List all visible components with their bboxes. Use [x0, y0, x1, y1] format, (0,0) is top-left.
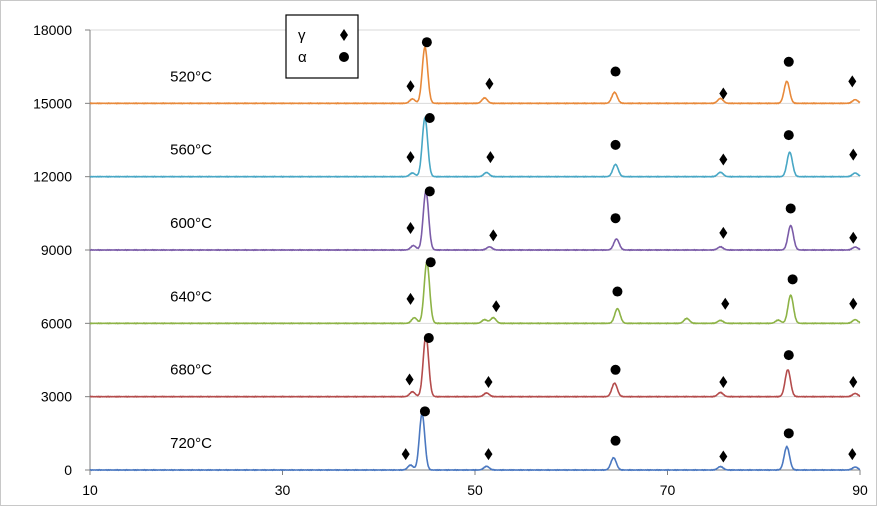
legend-box — [285, 14, 359, 79]
alpha-marker — [610, 364, 621, 375]
series-line — [89, 412, 861, 472]
gamma-marker — [719, 376, 728, 388]
x-tick-label: 50 — [467, 482, 483, 498]
x-tick-label: 90 — [852, 482, 868, 498]
series-lines — [89, 45, 861, 472]
series-name-label: 560°C — [170, 142, 212, 159]
alpha-marker — [610, 435, 621, 446]
series-line — [89, 260, 861, 325]
alpha-marker — [783, 56, 794, 67]
alpha-marker — [787, 274, 798, 285]
gamma-marker — [484, 448, 493, 461]
gamma-marker — [489, 229, 498, 242]
alpha-marker — [612, 286, 623, 297]
legend-circle-icon — [339, 52, 349, 62]
series-name-label: 640°C — [170, 288, 212, 305]
phase-markers — [401, 37, 858, 463]
alpha-marker — [610, 66, 621, 77]
series-name-label: 680°C — [170, 362, 212, 379]
alpha-marker — [424, 113, 435, 123]
alpha-marker — [610, 139, 621, 150]
x-tick-label: 30 — [275, 482, 291, 498]
gamma-marker — [401, 448, 410, 461]
series-line — [89, 189, 861, 252]
alpha-marker — [423, 333, 434, 343]
x-tick-label: 70 — [660, 482, 676, 498]
y-tick-label: 15000 — [33, 95, 72, 111]
gamma-marker — [484, 376, 493, 388]
series-labels: 520°C 560°C 600°C 640°C 680°C 720°C — [170, 68, 212, 452]
alpha-marker — [421, 37, 432, 48]
y-tick-label: 6000 — [41, 315, 72, 331]
gamma-marker — [719, 226, 728, 239]
series-name-label: 520°C — [170, 68, 212, 85]
alpha-marker — [785, 203, 796, 214]
gamma-marker — [406, 222, 415, 234]
gamma-marker — [719, 153, 728, 166]
gamma-marker — [848, 448, 857, 461]
alpha-marker — [419, 406, 430, 417]
alpha-marker — [610, 213, 621, 224]
gamma-marker — [849, 376, 858, 388]
gamma-marker — [492, 300, 501, 313]
x-tick-label: 10 — [82, 482, 98, 498]
legend-label: γ — [298, 27, 306, 44]
series-line — [89, 45, 861, 105]
alpha-marker — [425, 257, 436, 268]
alpha-marker — [783, 428, 794, 439]
legend-diamond-icon — [340, 29, 348, 41]
gamma-marker — [849, 297, 858, 310]
alpha-marker — [783, 350, 794, 361]
y-tick-label: 3000 — [41, 389, 72, 405]
gamma-marker — [486, 151, 495, 164]
gamma-marker — [721, 297, 730, 310]
alpha-marker — [424, 186, 435, 197]
gamma-marker — [406, 80, 415, 93]
gamma-marker — [405, 373, 414, 386]
y-tick-label: 0 — [64, 462, 72, 478]
y-tick-label: 9000 — [41, 242, 72, 258]
alpha-marker — [783, 130, 794, 141]
series-line — [89, 116, 861, 178]
series-name-label: 600°C — [170, 215, 212, 232]
gamma-marker — [719, 450, 728, 463]
legend: γα — [285, 14, 359, 79]
gamma-marker — [406, 292, 415, 305]
legend-label: α — [298, 49, 307, 66]
gamma-marker — [485, 77, 494, 90]
y-tick-label: 18000 — [33, 22, 72, 38]
gamma-marker — [406, 151, 415, 164]
gamma-marker — [719, 87, 728, 100]
gamma-marker — [849, 148, 858, 161]
gamma-marker — [848, 75, 857, 88]
series-line — [89, 333, 861, 398]
gamma-marker — [849, 231, 858, 244]
series-name-label: 720°C — [170, 435, 212, 452]
y-tick-label: 12000 — [33, 169, 72, 185]
